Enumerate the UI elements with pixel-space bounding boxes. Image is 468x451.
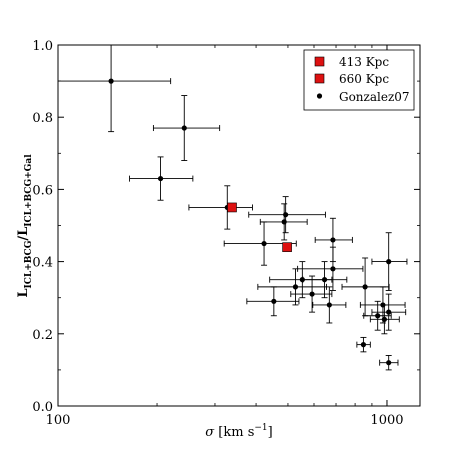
data-point-marker: [360, 342, 367, 348]
data-point-square: [282, 242, 292, 252]
data-point-marker: [181, 125, 187, 131]
data-point-marker: [362, 284, 368, 290]
legend: 413 Kpc 660 Kpc Gonzalez07: [303, 49, 415, 111]
y-axis-label-num: L: [16, 288, 31, 297]
data-point-marker: [386, 309, 392, 315]
data-point-group: [259, 203, 308, 241]
data-point-group: [269, 261, 333, 299]
data-point-group: [363, 300, 392, 331]
data-point-group: [314, 217, 353, 263]
data-point-marker: [271, 298, 277, 304]
y-tick-label: 0.8: [32, 111, 53, 126]
legend-label-413-kpc: 413 Kpc: [339, 55, 389, 69]
data-point-group: [312, 286, 347, 324]
data-point-group: [371, 232, 408, 291]
data-point-marker: [292, 284, 299, 290]
y-axis-label-den-sub: ICL+BCG+Gal: [24, 154, 34, 227]
data-point-group: [369, 304, 400, 335]
data-point-marker: [108, 78, 114, 84]
data-point-group: [188, 185, 253, 230]
x-tick-label: 1000: [370, 413, 403, 428]
legend-marker-413-kpc: [314, 56, 325, 67]
data-point-marker: [309, 291, 315, 297]
legend-entry-660-kpc: 660 Kpc: [314, 72, 389, 86]
x-axis-label: σ [km s−1]: [205, 423, 272, 440]
data-point-group: [379, 355, 399, 371]
x-axis-label-unit: [km s: [218, 425, 254, 440]
data-point-group: [371, 293, 407, 331]
y-tick-label: 0.4: [32, 256, 53, 271]
data-point-group: [297, 246, 364, 291]
y-tick-label: 0.0: [32, 400, 53, 415]
legend-marker-660-kpc: [314, 73, 325, 84]
legend-entry-413-kpc: 413 Kpc: [314, 55, 389, 69]
legend-label-gonzalez07: Gonzalez07: [339, 90, 410, 104]
y-tick-label: 0.2: [32, 328, 53, 343]
data-point-group: [246, 286, 300, 317]
data-point-marker: [375, 313, 381, 319]
data-point-marker: [386, 259, 392, 265]
x-axis-label-close: ]: [268, 425, 273, 440]
x-axis-label-exponent: −1: [254, 423, 267, 433]
y-axis-label-den: /L: [16, 227, 31, 241]
data-point-group: [290, 275, 333, 313]
data-point-marker: [321, 277, 328, 283]
data-point-marker: [386, 360, 392, 366]
y-tick-label: 1.0: [32, 39, 53, 54]
data-point-marker: [281, 219, 287, 225]
data-point-group: [248, 196, 326, 234]
data-point-marker: [326, 302, 332, 308]
data-point-marker: [157, 175, 164, 182]
data-point-marker: [381, 316, 387, 322]
y-axis-label: LICL+BCG/LICL+BCG+Gal: [16, 154, 34, 298]
data-point-marker: [261, 240, 267, 247]
data-point-marker: [299, 277, 305, 283]
ticks-layer: 0.0 0.2 0.4 0.6 0.8 1.0 100 1000: [32, 39, 420, 428]
data-point-marker: [330, 266, 336, 272]
legend-marker-gonzalez07: [316, 93, 323, 99]
data-point-group: [57, 44, 172, 133]
data-point-square: [227, 202, 237, 213]
x-tick-label: 100: [46, 413, 71, 428]
data-point-group: [129, 156, 194, 201]
data-point-marker: [330, 237, 336, 243]
legend-label-660-kpc: 660 Kpc: [339, 72, 389, 86]
data-point-group: [302, 261, 348, 299]
y-axis-label-num-sub: ICL+BCG: [24, 241, 34, 289]
x-axis-label-symbol: σ: [205, 425, 215, 440]
data-point-group: [257, 268, 327, 306]
data-point-group: [356, 336, 371, 353]
legend-entry-gonzalez07: Gonzalez07: [316, 90, 410, 104]
plot-layer: [57, 44, 408, 371]
y-tick-label: 0.6: [32, 183, 53, 198]
data-point-group: [152, 95, 221, 161]
